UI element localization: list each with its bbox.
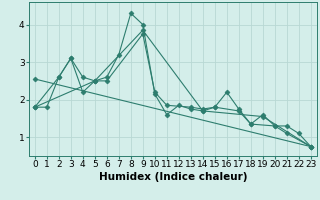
X-axis label: Humidex (Indice chaleur): Humidex (Indice chaleur): [99, 172, 247, 182]
